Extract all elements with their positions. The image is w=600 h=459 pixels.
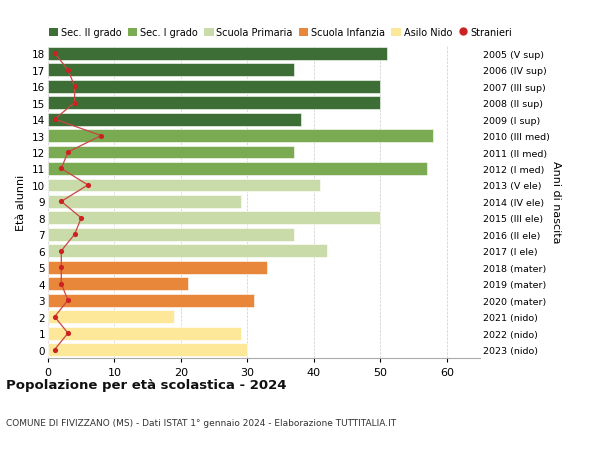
Y-axis label: Età alunni: Età alunni (16, 174, 26, 230)
Point (70, 83, 79, 90)
Point (76, 215, 86, 222)
Legend: Sec. II grado, Sec. I grado, Scuola Primaria, Scuola Infanzia, Asilo Nido, Stran: Sec. II grado, Sec. I grado, Scuola Prim… (49, 28, 512, 38)
Point (70, 100, 79, 107)
Point (56, 198, 66, 206)
Point (50, 50, 59, 58)
Point (56, 247, 66, 255)
Point (50, 346, 59, 353)
Bar (48, 212, 380, 225)
Point (63, 297, 73, 304)
Bar (48, 245, 327, 257)
Point (70, 231, 79, 239)
Bar (48, 179, 320, 192)
Point (97, 133, 106, 140)
Point (63, 330, 73, 337)
Point (56, 165, 66, 173)
Point (83, 182, 92, 189)
Y-axis label: Anni di nascita: Anni di nascita (551, 161, 561, 243)
Bar (48, 130, 433, 143)
Bar (48, 311, 174, 323)
Text: Popolazione per età scolastica - 2024: Popolazione per età scolastica - 2024 (6, 379, 287, 392)
Bar (48, 81, 380, 93)
Point (63, 149, 73, 157)
Bar (48, 196, 241, 208)
Text: COMUNE DI FIVIZZANO (MS) - Dati ISTAT 1° gennaio 2024 - Elaborazione TUTTITALIA.: COMUNE DI FIVIZZANO (MS) - Dati ISTAT 1°… (6, 418, 396, 427)
Bar (48, 294, 254, 307)
Bar (48, 343, 247, 356)
Point (56, 280, 66, 288)
Bar (48, 278, 188, 291)
Bar (48, 64, 294, 77)
Bar (48, 113, 301, 126)
Point (56, 264, 66, 271)
Bar (48, 162, 427, 175)
Bar (48, 97, 380, 110)
Bar (48, 146, 294, 159)
Bar (48, 327, 241, 340)
Bar (48, 229, 294, 241)
Point (50, 313, 59, 321)
Point (50, 116, 59, 123)
Bar (48, 261, 268, 274)
Bar (48, 48, 387, 61)
Point (63, 67, 73, 74)
